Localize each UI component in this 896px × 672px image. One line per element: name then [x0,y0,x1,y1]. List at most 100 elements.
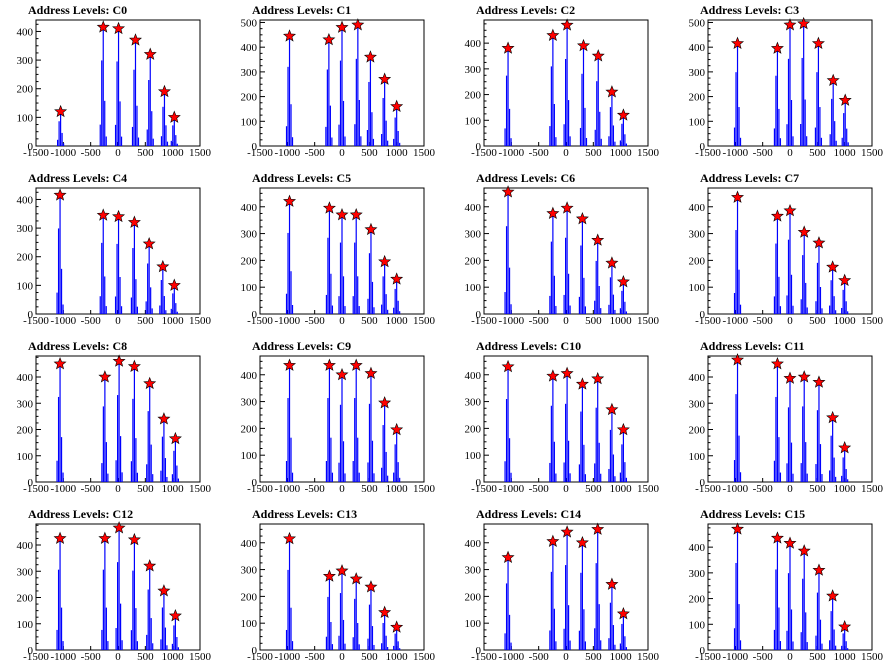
x-tick-label: 500 [137,315,154,327]
x-tick-label: 0 [339,483,345,495]
peak-marker-star [98,370,112,383]
x-tick-label: 500 [137,483,154,495]
peak-marker-star [378,254,392,268]
y-tick-label: 300 [17,566,34,578]
x-tick-label: 1500 [861,315,884,327]
peak-marker-star [390,99,404,112]
y-tick-label: 100 [465,618,482,630]
chart-svg: Address Levels: C0 0 100 200 300 400 -1500 -100… [17,3,212,159]
x-tick-label: -1000 [722,147,748,159]
peak-marker-star [283,194,297,207]
x-tick-label: -1000 [50,315,76,327]
y-tick-label: 200 [17,593,34,605]
x-tick-label: 500 [137,651,154,663]
x-tick-label: -500 [753,147,774,159]
x-tick-label: 0 [563,651,569,663]
x-tick-label: 0 [115,147,121,159]
peak-marker-star [783,18,797,31]
peak-marker-star [157,584,171,597]
y-tick-label: 0 [252,309,258,321]
peak-marker-star [731,190,745,203]
x-tick-label: 1500 [413,483,436,495]
x-tick-label: -1000 [274,651,300,663]
x-tick-label: -1000 [274,315,300,327]
peak-marker-star [54,104,68,118]
x-tick-label: 1000 [386,483,409,495]
x-tick-label: -500 [529,651,550,663]
chart-title: Address Levels: C5 [252,171,351,185]
chart-title: Address Levels: C9 [252,339,351,353]
peak-marker-star [797,16,811,30]
peak-marker-star [560,201,574,214]
y-tick-label: 100 [241,618,258,630]
peak-marker-star [53,531,67,544]
y-tick-label: 400 [17,540,34,552]
y-tick-label: 400 [689,372,706,384]
y-tick-label: 400 [689,542,706,554]
y-tick-label: 300 [689,67,706,79]
peak-marker-star [283,531,297,545]
chart-svg: Address Levels: C10 0 100 200 300 400 -1500 -10… [465,339,660,495]
peak-marker-star [501,41,515,54]
peak-marker-star [616,275,630,288]
chart-panel-0: Address Levels: C0 0 100 200 300 400 -1500 -100… [0,0,224,168]
y-tick-label: 300 [689,229,706,241]
y-tick-label: 200 [241,255,258,267]
peak-marker-star [168,431,182,445]
y-tick-label: 200 [241,591,258,603]
y-tick-label: 0 [476,141,482,153]
peak-marker-star [364,222,378,236]
peak-marker-star [826,260,840,273]
x-tick-label: 1500 [189,483,212,495]
x-tick-label: -1000 [498,315,524,327]
peak-marker-star [364,366,378,379]
x-tick-label: -500 [753,483,774,495]
y-tick-label: 200 [689,92,706,104]
x-tick-label: 1500 [189,651,212,663]
chart-svg: Address Levels: C11 0 100 200 300 400 -1500 -10… [689,339,884,495]
y-tick-label: 100 [17,619,34,631]
peak-marker-star [826,589,840,602]
chart-panel-15: Address Levels: C15 0 100 200 300 400 -1500 -10… [672,504,896,672]
peak-marker-star [156,259,170,273]
peak-marker-star [283,29,297,42]
peak-marker-star [143,559,157,572]
x-tick-label: -500 [529,483,550,495]
y-tick-label: 0 [700,477,706,489]
y-tick-label: 0 [252,141,258,153]
chart-svg: Address Levels: C7 0 100 200 300 400 -1500 -100… [689,171,884,327]
peak-marker-star [797,225,811,238]
y-tick-label: 400 [465,370,482,382]
chart-panel-8: Address Levels: C8 0 100 200 300 400 -1500 -100… [0,336,224,504]
x-tick-label: -500 [305,315,326,327]
y-tick-label: 300 [241,397,258,409]
peak-marker-star [560,366,574,379]
chart-svg: Address Levels: C15 0 100 200 300 400 -1500 -10… [689,507,884,663]
y-tick-label: 100 [465,282,482,294]
peak-marker-star [378,72,392,85]
peak-marker-star [838,441,852,454]
y-tick-label: 300 [465,565,482,577]
chart-title: Address Levels: C0 [28,3,127,17]
chart-panel-1: Address Levels: C1 0 100 200 300 400 500 -1500-… [224,0,448,168]
x-tick-label: -1000 [50,651,76,663]
peak-marker-star [812,375,826,388]
peak-marker-star [546,534,560,547]
y-tick-label: 100 [17,451,34,463]
x-tick-label: 0 [563,147,569,159]
x-tick-label: 1500 [413,651,436,663]
chart-svg: Address Levels: C13 0 100 200 300 400 -1500 -10… [241,507,436,663]
peak-marker-star [127,532,141,546]
y-tick-label: 0 [700,309,706,321]
peak-marker-star [838,93,852,106]
chart-title: Address Levels: C13 [252,507,357,521]
y-tick-label: 0 [252,645,258,657]
x-tick-label: -1500 [23,147,49,159]
peak-marker-star [591,522,605,535]
x-tick-label: 1000 [386,147,409,159]
x-tick-label: -1000 [274,147,300,159]
peak-marker-star [783,536,797,549]
chart-panel-7: Address Levels: C7 0 100 200 300 400 -1500 -100… [672,168,896,336]
x-tick-label: 500 [809,147,826,159]
peak-marker-star [605,402,619,416]
